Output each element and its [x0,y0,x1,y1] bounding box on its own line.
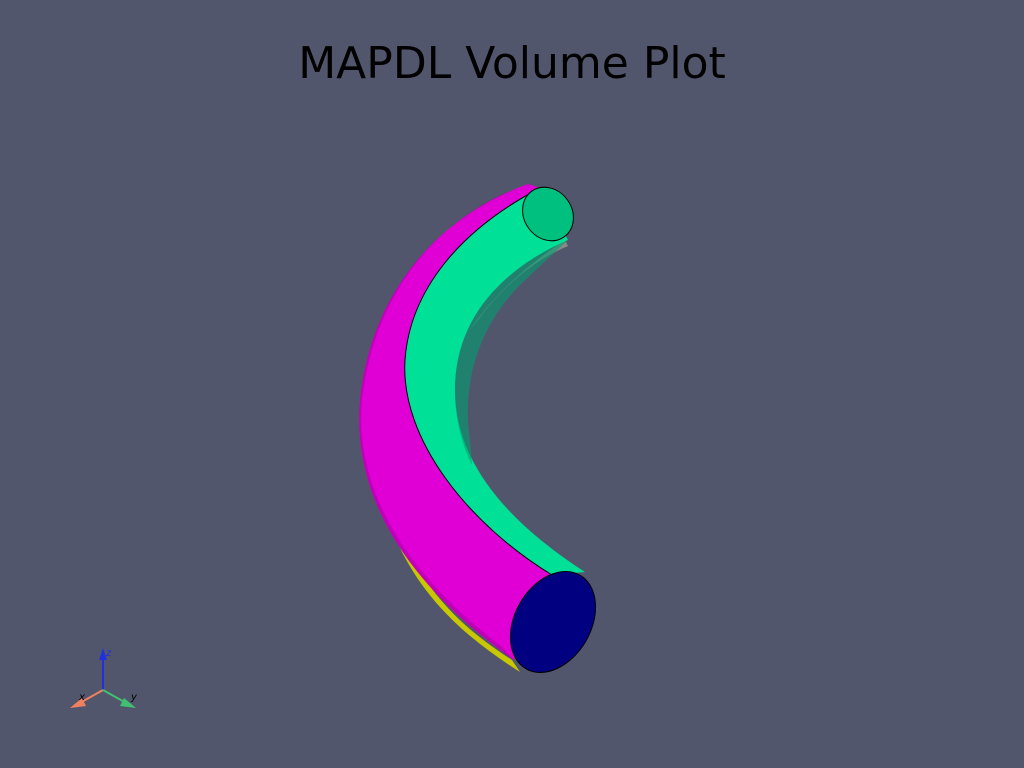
plot-title: MAPDL Volume Plot [298,38,726,89]
pipe-inner-shading [455,240,568,465]
y-axis-label: y [130,692,138,703]
x-axis-arrow-icon [70,698,86,708]
z-axis-arrow-icon [99,648,107,660]
pipe-top-end-cap[interactable] [512,177,583,250]
x-axis-label: x [78,692,85,703]
z-axis-label: z [105,648,112,659]
pipe-seam-line [404,187,553,576]
pipe-bottom-end-cap[interactable] [493,556,613,688]
y-axis-arrow-icon [120,698,136,708]
pipe-inner-face[interactable] [404,188,585,575]
